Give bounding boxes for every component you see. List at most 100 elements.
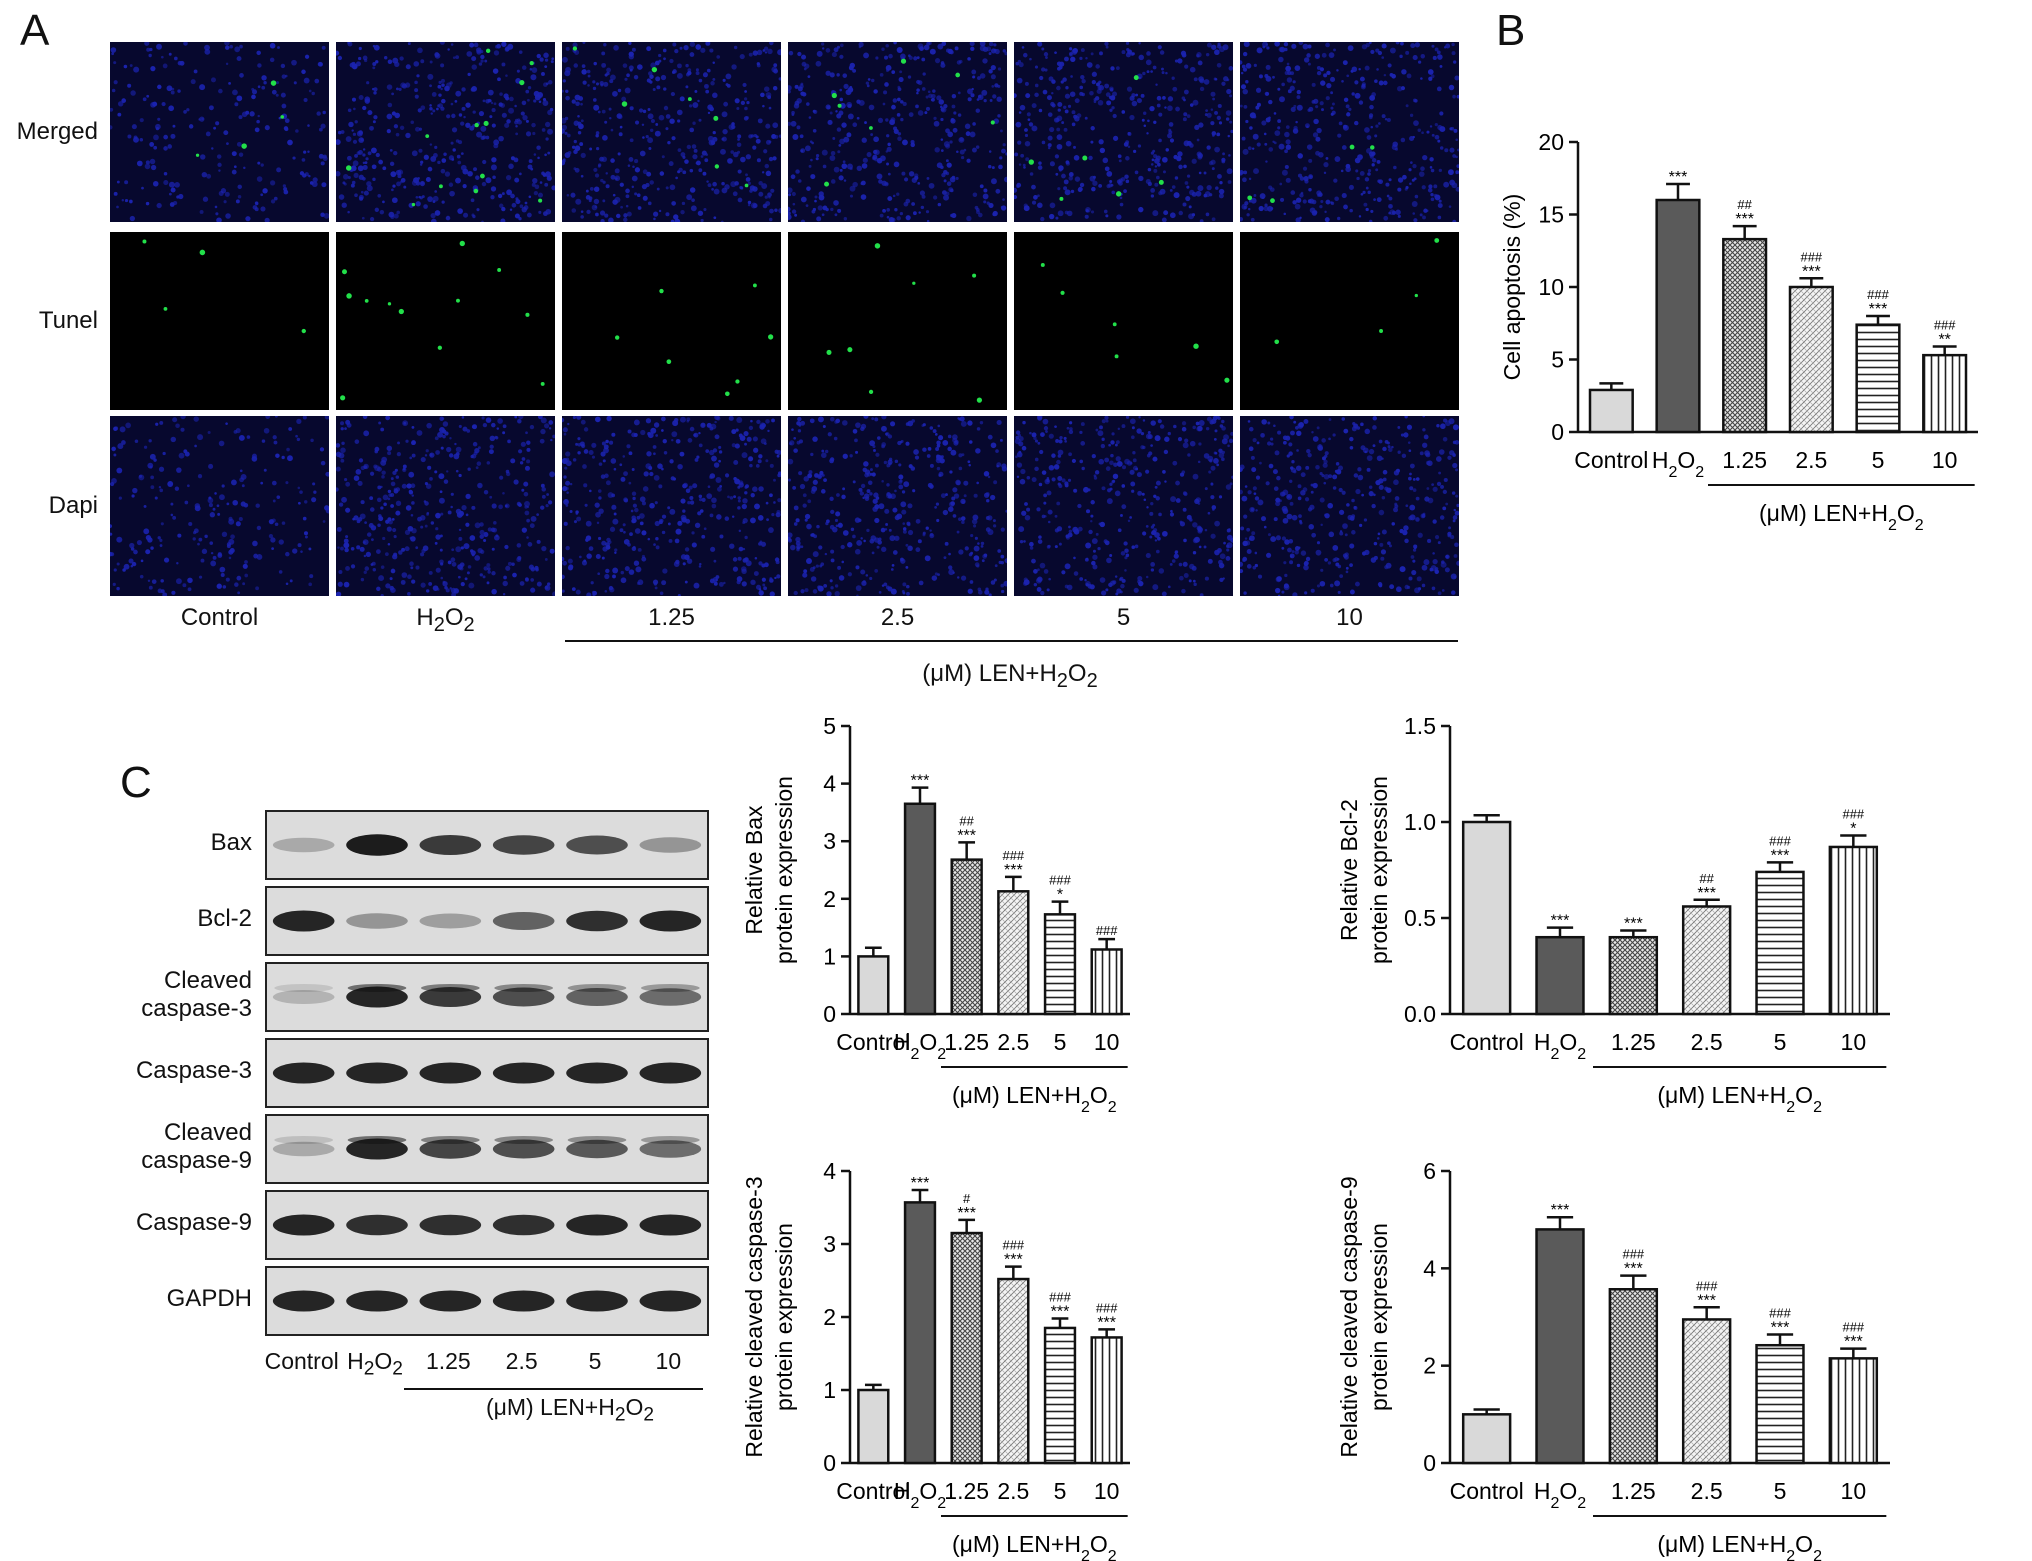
micrograph-dapi-2 bbox=[562, 416, 781, 596]
y-axis-label: protein expression bbox=[771, 776, 797, 964]
y-axis-label: protein expression bbox=[1366, 1223, 1392, 1411]
micrograph-dapi-4 bbox=[1014, 416, 1233, 596]
bar bbox=[950, 858, 983, 1016]
y-tick-label: 0 bbox=[1551, 419, 1564, 445]
group-label: (μM) LEN+H2O2 bbox=[952, 1082, 1117, 1116]
y-tick-label: 1.0 bbox=[1404, 809, 1436, 835]
blot-protein-label: Bcl-2 bbox=[197, 905, 252, 932]
bar bbox=[1608, 935, 1659, 1016]
micrograph-tunel-0 bbox=[110, 232, 329, 410]
x-tick-label: 10 bbox=[1932, 447, 1958, 473]
significance-stars: ** bbox=[1938, 331, 1950, 348]
micrograph-column-label: 1.25 bbox=[648, 604, 695, 631]
significance-hashes: ## bbox=[959, 813, 974, 828]
blot-group-label: (μM) LEN+H2O2 bbox=[485, 1394, 655, 1426]
x-tick-label: H2O2 bbox=[1652, 447, 1704, 481]
x-tick-label: Control bbox=[836, 1029, 910, 1055]
significance-hashes: ### bbox=[1002, 848, 1024, 863]
significance-hashes: ### bbox=[1622, 1247, 1644, 1262]
bar bbox=[1461, 820, 1512, 1016]
y-axis-label: Relative cleaved caspase-3 bbox=[741, 1176, 767, 1457]
significance-hashes: ### bbox=[1096, 1300, 1118, 1315]
y-tick-label: 15 bbox=[1538, 202, 1564, 228]
panel-b: B 0 5 10 15 20 Cell apoptosis (%) Control *** H2… bbox=[1480, 0, 2032, 540]
bar bbox=[1535, 935, 1585, 1016]
y-axis-label: Relative cleaved caspase-9 bbox=[1336, 1176, 1362, 1457]
blot-protein-label: GAPDH bbox=[166, 1285, 252, 1312]
x-tick-label: 1.25 bbox=[1611, 1029, 1656, 1055]
significance-stars: *** bbox=[1551, 913, 1570, 930]
y-tick-label: 6 bbox=[1423, 1158, 1436, 1184]
bar bbox=[1855, 323, 1901, 434]
significance-stars: *** bbox=[1771, 1320, 1790, 1337]
significance-stars: *** bbox=[1869, 301, 1888, 318]
bar bbox=[1461, 1413, 1512, 1465]
y-tick-label: 4 bbox=[823, 1158, 836, 1184]
significance-hashes: ### bbox=[1800, 249, 1822, 264]
micrograph-merged-3 bbox=[788, 42, 1007, 222]
blot-lane-label: 2.5 bbox=[505, 1348, 538, 1374]
panel-a: A Merged Tunel Dapi Control H2O2 1.25 2.5 5 10 … bbox=[0, 0, 1480, 700]
x-tick-label: 5 bbox=[1054, 1478, 1067, 1504]
blot-lane-label: 10 bbox=[655, 1348, 682, 1374]
significance-stars: *** bbox=[911, 1175, 930, 1192]
bar bbox=[997, 1277, 1030, 1465]
bar bbox=[1090, 1336, 1123, 1465]
significance-hashes: # bbox=[963, 1191, 971, 1206]
panel-letter-b: B bbox=[1496, 6, 1526, 55]
significance-stars: * bbox=[1850, 820, 1856, 837]
apoptosis-bar-chart: 0 5 10 15 20 Cell apoptosis (%) Control *** H2O2… bbox=[1499, 129, 1978, 534]
x-tick-label: 2.5 bbox=[1691, 1029, 1723, 1055]
significance-hashes: ### bbox=[1934, 317, 1956, 332]
micrograph-merged-1 bbox=[336, 42, 555, 222]
row-label-merged: Merged bbox=[16, 118, 98, 145]
y-axis-label: Relative Bax bbox=[741, 805, 767, 935]
x-tick-label: 10 bbox=[1094, 1478, 1120, 1504]
x-tick-label: 5 bbox=[1774, 1029, 1787, 1055]
bar bbox=[1722, 237, 1768, 434]
y-tick-label: 1 bbox=[823, 1377, 836, 1403]
y-tick-label: 20 bbox=[1538, 129, 1564, 155]
blot-strip bbox=[265, 810, 709, 880]
y-axis-label: protein expression bbox=[1366, 776, 1392, 964]
micrograph-column-label: 10 bbox=[1336, 604, 1363, 631]
caspase3-bar-chart: 0 1 2 3 4 Relative cleaved caspase-3 protein e… bbox=[741, 1158, 1130, 1561]
micrograph-column-label: 2.5 bbox=[880, 604, 915, 631]
bar bbox=[1788, 285, 1834, 434]
bar bbox=[857, 955, 890, 1016]
micrograph-dapi-0 bbox=[110, 416, 329, 596]
x-tick-label: H2O2 bbox=[1534, 1478, 1586, 1512]
blot-protein-label: Caspase-3 bbox=[135, 1057, 252, 1084]
significance-stars: *** bbox=[957, 827, 976, 844]
significance-hashes: ### bbox=[1842, 806, 1864, 821]
bar bbox=[1535, 1228, 1585, 1465]
significance-stars: *** bbox=[1697, 1292, 1716, 1309]
blot-lane-label: 5 bbox=[588, 1348, 602, 1374]
row-label-tunel: Tunel bbox=[38, 307, 98, 334]
bar bbox=[997, 890, 1030, 1016]
bar bbox=[1755, 870, 1805, 1016]
micrograph-column-label: H2O2 bbox=[416, 604, 475, 636]
bar bbox=[1681, 905, 1732, 1016]
x-tick-label: 10 bbox=[1094, 1029, 1120, 1055]
x-tick-label: 1.25 bbox=[1722, 447, 1767, 473]
panel-c: C Bax Bcl-2 Cleaved caspase-3 Caspase-3 Cleav… bbox=[0, 700, 760, 1400]
x-tick-label: H2O2 bbox=[1534, 1029, 1586, 1063]
significance-stars: *** bbox=[1802, 263, 1821, 280]
micrograph-tunel-4 bbox=[1014, 232, 1233, 410]
x-tick-label: Control bbox=[836, 1478, 910, 1504]
blot-strip bbox=[265, 1114, 709, 1184]
group-label: (μM) LEN+H2O2 bbox=[952, 1531, 1117, 1561]
significance-stars: * bbox=[1057, 887, 1063, 904]
bar bbox=[1655, 198, 1701, 434]
blot-strip bbox=[265, 1038, 709, 1108]
significance-hashes: ### bbox=[1049, 873, 1071, 888]
x-tick-label: 1.25 bbox=[944, 1029, 989, 1055]
y-tick-label: 3 bbox=[823, 828, 836, 854]
x-tick-label: 2.5 bbox=[1795, 447, 1827, 473]
micrograph-merged-5 bbox=[1240, 42, 1459, 222]
significance-hashes: ### bbox=[1842, 1320, 1864, 1335]
bar bbox=[1755, 1343, 1805, 1465]
y-tick-label: 0 bbox=[823, 1001, 836, 1027]
x-tick-label: 5 bbox=[1774, 1478, 1787, 1504]
